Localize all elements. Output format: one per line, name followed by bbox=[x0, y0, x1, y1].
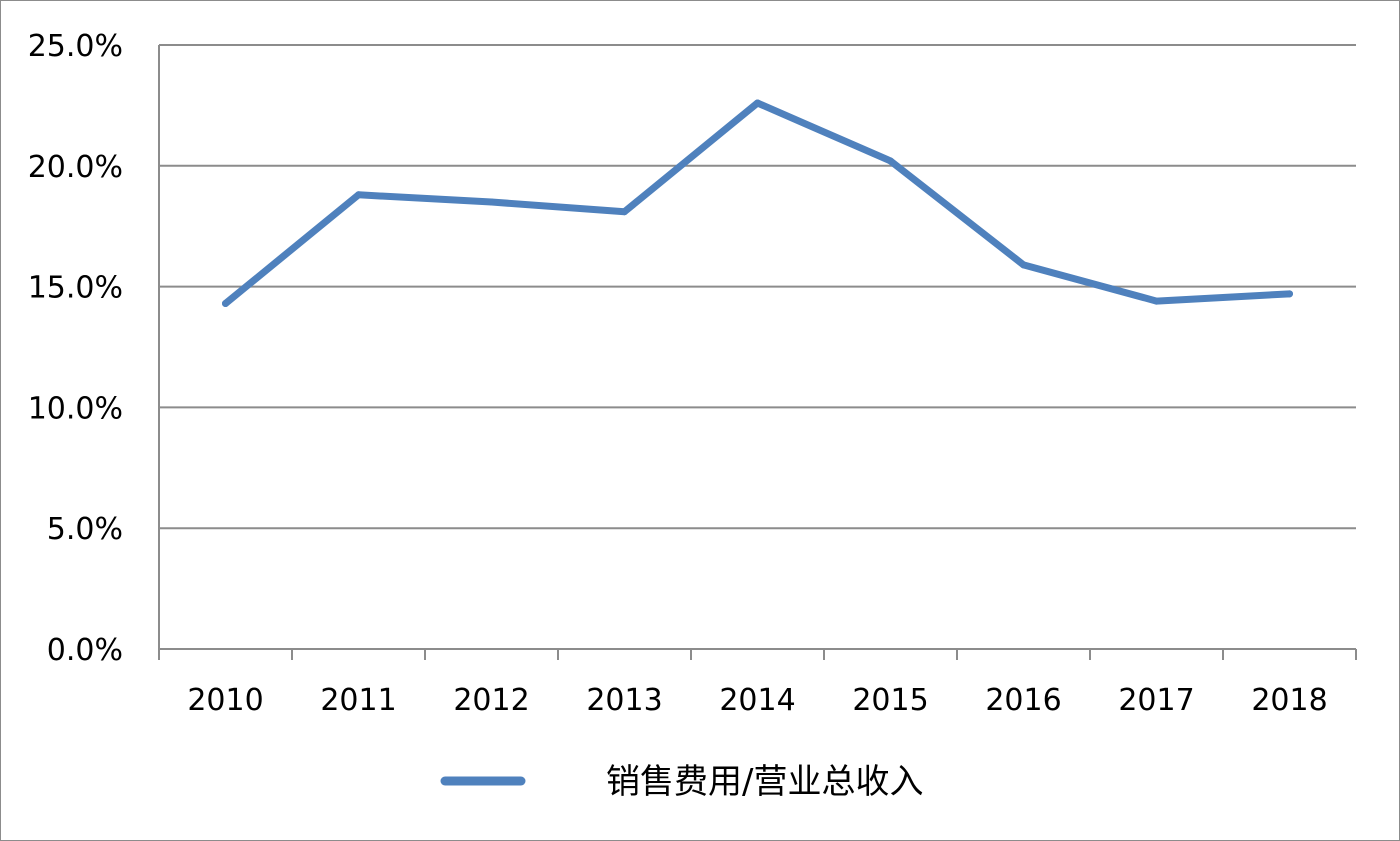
y-tick-label: 5.0% bbox=[47, 512, 123, 547]
x-axis bbox=[158, 45, 1357, 660]
data-point bbox=[355, 191, 362, 199]
x-tick-label: 2016 bbox=[985, 683, 1061, 718]
x-tick-label: 2018 bbox=[1251, 683, 1327, 718]
y-tick-label: 0.0% bbox=[47, 633, 123, 668]
data-point bbox=[621, 208, 628, 216]
series-layer bbox=[222, 99, 1293, 308]
data-point bbox=[488, 198, 495, 206]
x-tick-label: 2011 bbox=[320, 683, 396, 718]
x-tick-label: 2012 bbox=[453, 683, 529, 718]
data-point bbox=[222, 300, 229, 308]
x-tick-label: 2010 bbox=[187, 683, 263, 718]
data-point bbox=[1286, 290, 1293, 298]
x-tick-label: 2013 bbox=[586, 683, 662, 718]
y-tick-label: 10.0% bbox=[28, 391, 123, 426]
y-tick-label: 20.0% bbox=[28, 150, 123, 185]
legend-label: 销售费用/营业总收入 bbox=[606, 762, 923, 802]
gridlines bbox=[159, 44, 1356, 530]
data-point bbox=[887, 157, 894, 165]
y-tick-label: 25.0% bbox=[28, 29, 123, 64]
data-point bbox=[754, 99, 761, 107]
legend: 销售费用/营业总收入 bbox=[440, 762, 923, 802]
y-axis-tick-labels: 0.0% 5.0% 10.0% 15.0% 20.0% 25.0% bbox=[28, 29, 123, 668]
x-tick-label: 2017 bbox=[1118, 683, 1194, 718]
x-axis-tick-labels: 2010 2011 2012 2013 2014 2015 2016 2017 2018 bbox=[187, 683, 1327, 718]
x-tick-label: 2015 bbox=[852, 683, 928, 718]
series-line bbox=[222, 99, 1293, 308]
y-tick-label: 15.0% bbox=[28, 271, 123, 306]
data-point bbox=[1153, 297, 1160, 305]
data-point bbox=[1020, 261, 1027, 269]
x-tick-label: 2014 bbox=[719, 683, 795, 718]
